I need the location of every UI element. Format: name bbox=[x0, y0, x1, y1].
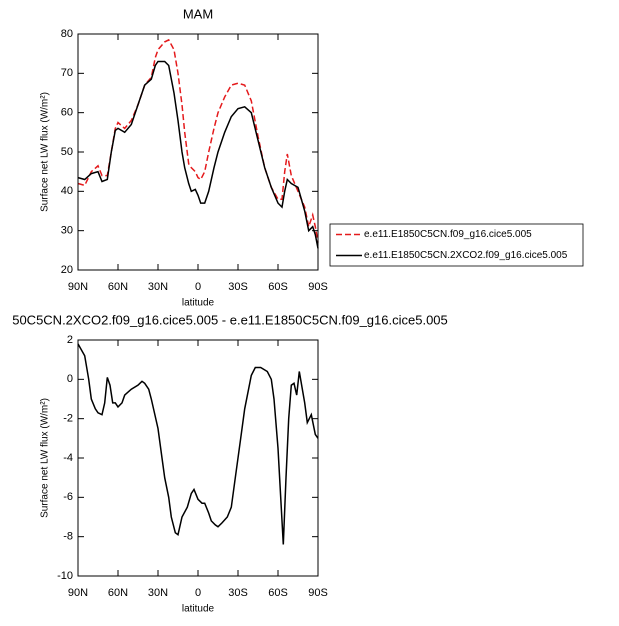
x-tick-label: 60S bbox=[268, 281, 288, 293]
legend-box bbox=[329, 223, 584, 267]
x-tick-label: 90S bbox=[308, 281, 328, 293]
legend-label: e.e11.E1850C5CN.f09_g16.cice5.005 bbox=[364, 229, 532, 240]
y-tick-label: 30 bbox=[61, 225, 73, 237]
y-tick-label: -4 bbox=[63, 452, 73, 464]
y-tick-label: 0 bbox=[67, 373, 73, 385]
x-tick-label: 30N bbox=[148, 281, 168, 293]
y-tick-label: 70 bbox=[61, 67, 73, 79]
x-tick-label: 90N bbox=[68, 587, 88, 599]
plot-frame bbox=[77, 33, 319, 271]
y-tick-label: 50 bbox=[61, 146, 73, 158]
x-tick-label: 30S bbox=[228, 281, 248, 293]
plot-frame bbox=[77, 339, 319, 577]
x-tick-label: 90N bbox=[68, 281, 88, 293]
y-axis-label: Surface net LW flux (W/m²) bbox=[40, 398, 51, 518]
x-tick-label: 90S bbox=[308, 587, 328, 599]
x-axis-label: latitude bbox=[182, 604, 215, 615]
y-tick-label: 2 bbox=[67, 334, 73, 346]
chart-title: MAM bbox=[183, 6, 213, 21]
y-tick-label: -6 bbox=[63, 491, 73, 503]
x-axis-label: latitude bbox=[182, 298, 215, 309]
y-tick-label: -8 bbox=[63, 531, 73, 543]
y-tick-label: 40 bbox=[61, 185, 73, 197]
y-tick-label: 60 bbox=[61, 107, 73, 119]
x-tick-label: 0 bbox=[195, 281, 201, 293]
x-tick-label: 60S bbox=[268, 587, 288, 599]
y-tick-label: -2 bbox=[63, 413, 73, 425]
data-line bbox=[77, 60, 319, 249]
x-tick-label: 30S bbox=[228, 587, 248, 599]
y-tick-label: 20 bbox=[61, 264, 73, 276]
chart-title: 50C5CN.2XCO2.f09_g16.cice5.005 - e.e11.E… bbox=[12, 312, 448, 327]
x-tick-label: 30N bbox=[148, 587, 168, 599]
y-axis-label: Surface net LW flux (W/m²) bbox=[40, 92, 51, 212]
legend-label: e.e11.E1850C5CN.2XCO2.f09_g16.cice5.005 bbox=[364, 250, 568, 261]
x-tick-label: 60N bbox=[108, 281, 128, 293]
x-tick-label: 0 bbox=[195, 587, 201, 599]
data-line bbox=[77, 38, 319, 243]
data-line bbox=[77, 343, 319, 545]
y-tick-label: -10 bbox=[57, 570, 73, 582]
x-tick-label: 60N bbox=[108, 587, 128, 599]
y-tick-label: 80 bbox=[61, 28, 73, 40]
